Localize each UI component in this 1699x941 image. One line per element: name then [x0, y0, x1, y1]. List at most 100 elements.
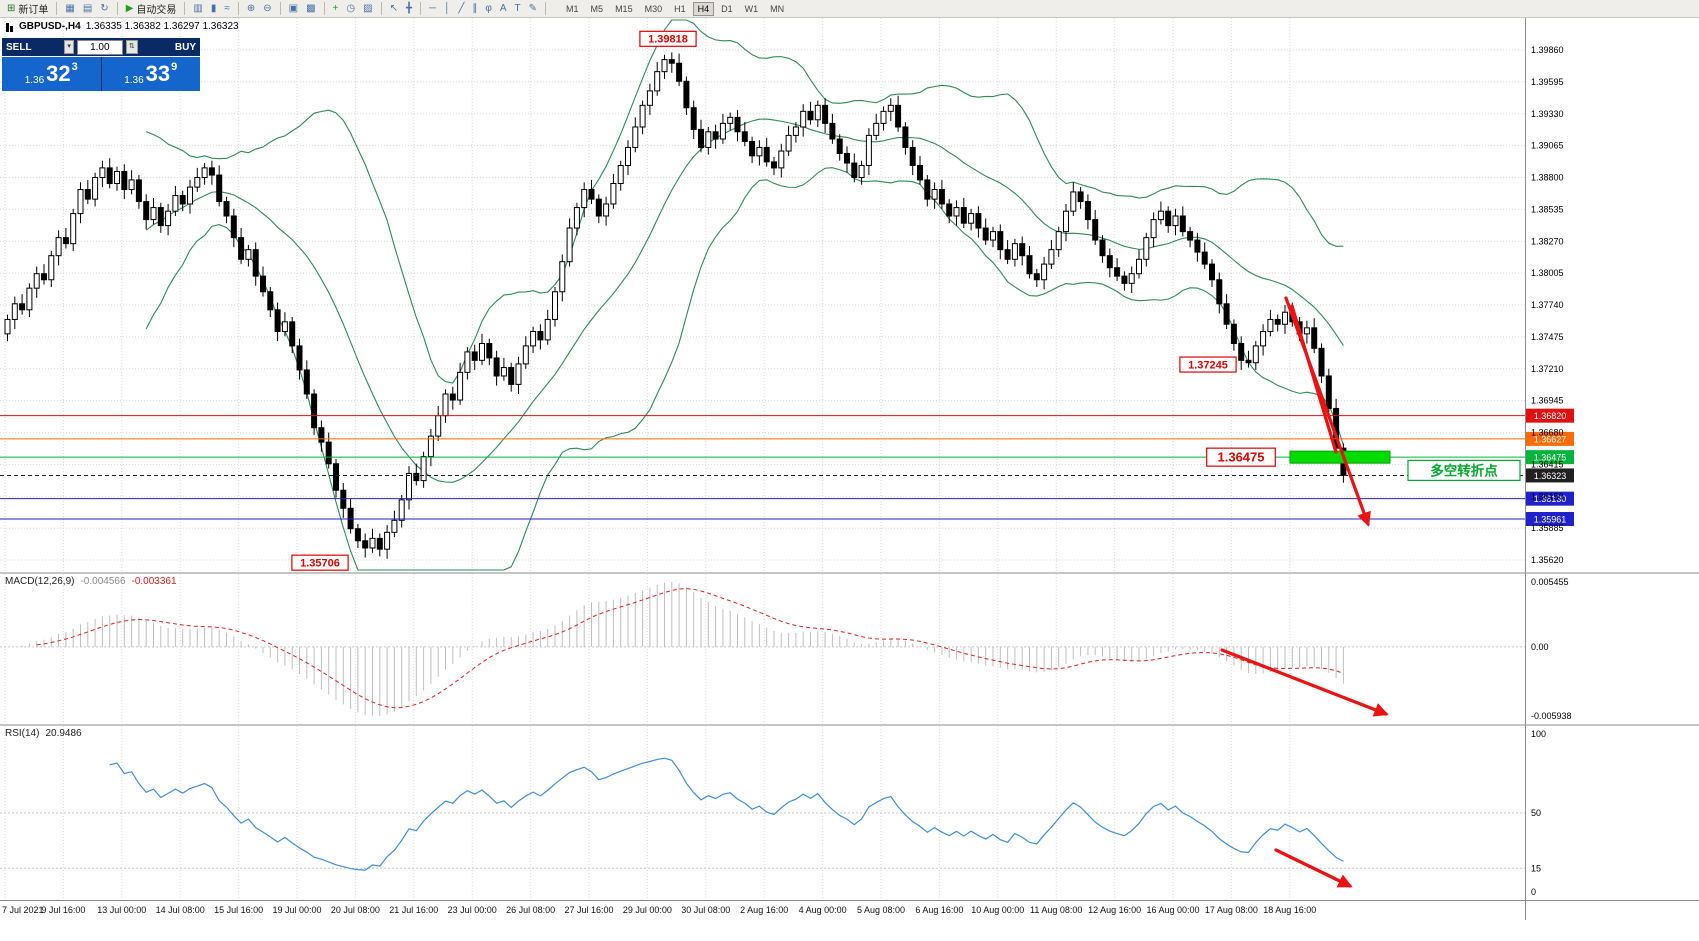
price-tag-text: 1.35961	[1534, 514, 1567, 524]
refresh-icon-glyph: ↻	[100, 2, 109, 14]
macd-title: MACD(12,26,9)	[5, 576, 75, 587]
hline-tool-icon-glyph: ─	[429, 2, 437, 14]
time-axis-label: 18 Aug 16:00	[1263, 905, 1316, 915]
candlestick-chart-icon[interactable]: ▮	[208, 1, 220, 16]
arrow-tool-icon[interactable]: ✎	[526, 1, 540, 16]
sell-button[interactable]: 1.36 32 3	[2, 57, 101, 91]
buy-button[interactable]: 1.36 33 9	[101, 57, 200, 91]
new-order-button[interactable]: ⊞ 新订单	[4, 1, 51, 17]
timeframe-m15[interactable]: M15	[615, 3, 633, 14]
time-axis-label: 19 Jul 00:00	[272, 905, 321, 915]
timeframe-d1[interactable]: D1	[721, 3, 733, 14]
time-axis-label: 17 Aug 08:00	[1205, 905, 1258, 915]
annotation-text: 1.39818	[648, 34, 688, 46]
indicators-icon[interactable]: +	[330, 1, 342, 16]
periods-icon[interactable]: ◷	[343, 1, 358, 16]
fibonacci-tool-icon-glyph: φ	[485, 2, 492, 14]
timeframe-m30[interactable]: M30	[644, 3, 663, 14]
price-tag-text: 1.36627	[1534, 434, 1567, 444]
macd-axis-label: -0.005938	[1531, 711, 1572, 721]
price-tag-1.36627	[1526, 431, 1574, 446]
time-axis-label: 29 Jul 00:00	[623, 905, 672, 915]
price-axis-label: 1.38800	[1531, 173, 1564, 183]
zoom-in-icon[interactable]: ⊕	[244, 1, 258, 16]
profiles-icon[interactable]: ▤	[80, 1, 95, 16]
crosshair-icon[interactable]: ╋	[403, 1, 415, 16]
charts-window-icon-glyph: ▦	[65, 2, 75, 14]
tile-windows-icon[interactable]: ▣	[286, 1, 301, 16]
volume-dropdown[interactable]: ▾	[64, 40, 74, 54]
fibonacci-tool-icon[interactable]: φ	[482, 1, 494, 16]
green-zone-rectangle[interactable]	[1289, 450, 1391, 464]
macd-axis: 0.005455 0.00 -0.005938	[1531, 577, 1572, 721]
price-axis: 1.39860 1.39595 1.39330 1.39065 1.38800 1.385…	[1531, 45, 1564, 565]
profiles-icon-glyph: ▤	[82, 2, 93, 14]
symbol-ohlc-bar: GBPUSD-,H4 1.36335 1.36382 1.36297 1.363…	[6, 21, 239, 32]
line-chart-icon[interactable]: ≈	[221, 1, 233, 16]
charts-window-icon[interactable]: ▦	[62, 1, 77, 16]
autotrading-button[interactable]: ▶ 自动交易	[123, 1, 180, 17]
macd-main-value: -0.004566	[80, 576, 126, 587]
price-axis-label: 1.39595	[1531, 77, 1564, 87]
toolbar: ⊞ 新订单 ▦ ▤ ↻ ▶ 自动交易 ▥ ▮ ≈ ⊕ ⊖ ▣ ▩ + ◷ ▨ ↖ ╋ ─ │ ╱ ∥ φ A T ✎ M1 M5 M15 M…	[0, 0, 1699, 18]
note-box[interactable]	[1407, 459, 1521, 481]
indicators-icon-glyph: +	[332, 2, 339, 14]
candlestick-icon	[6, 22, 14, 32]
price-axis-label: 1.39330	[1531, 109, 1564, 119]
rsi-title: RSI(14)	[5, 728, 40, 739]
price-axis-label: 1.36945	[1531, 396, 1564, 406]
main-down-arrow[interactable]	[1284, 296, 1371, 527]
toolbar-separator	[380, 2, 382, 15]
timeframe-h1[interactable]: H1	[674, 3, 686, 14]
macd-signal-line	[36, 588, 1344, 709]
annotation-box[interactable]	[1179, 356, 1237, 373]
sell-label: SELL	[6, 41, 32, 53]
symbol-ohlc-values: 1.36335 1.36382 1.36297 1.36323	[85, 21, 239, 32]
channel-tool-icon[interactable]: ∥	[469, 1, 480, 16]
timeframe-buttons: M1 M5 M15 M30 H1 H4 D1 W1 MN	[560, 1, 790, 16]
cascade-windows-icon[interactable]: ▩	[303, 1, 318, 16]
zoom-out-icon[interactable]: ⊖	[260, 1, 274, 16]
line-chart-icon-glyph: ≈	[224, 2, 230, 14]
templates-icon-glyph: ▨	[363, 2, 373, 14]
annotation-box[interactable]	[291, 554, 349, 571]
hline-tool-icon[interactable]: ─	[426, 1, 439, 16]
rsi-down-arrow[interactable]	[1274, 848, 1353, 888]
bar-chart-icon[interactable]: ▥	[190, 1, 205, 16]
templates-icon[interactable]: ▨	[360, 1, 375, 16]
price-axis-label: 1.37475	[1531, 332, 1564, 342]
price-axis-label: 1.38270	[1531, 236, 1564, 246]
text-tool-icon[interactable]: A	[497, 1, 510, 16]
toolbar-separator	[116, 2, 118, 15]
vline-tool-icon[interactable]: │	[441, 1, 453, 16]
time-axis-label: 10 Aug 00:00	[971, 905, 1024, 915]
rsi-axis-label: 100	[1531, 729, 1546, 739]
cursor-icon[interactable]: ↖	[387, 1, 401, 16]
macd-down-arrow[interactable]	[1220, 648, 1389, 717]
timeframe-m1[interactable]: M1	[566, 3, 579, 14]
timeframe-m5[interactable]: M5	[590, 3, 604, 14]
volume-input[interactable]	[76, 39, 123, 55]
horizontal-price-lines: 1.36820 1.36627 1.36475 1.36323 1.36130 1.359…	[0, 408, 1574, 526]
cascade-windows-icon-glyph: ▩	[306, 2, 316, 14]
timeframe-mn[interactable]: MN	[770, 3, 785, 14]
annotation-box[interactable]	[639, 30, 697, 47]
annotation-box[interactable]	[1206, 447, 1276, 467]
time-axis-label: 20 Jul 08:00	[331, 905, 380, 915]
timeframe-w1[interactable]: W1	[744, 3, 759, 14]
volume-spinner[interactable]: ⇅	[125, 40, 138, 54]
arrow-tool-icon-glyph: ✎	[528, 2, 538, 14]
timeframe-h4[interactable]: H4	[692, 1, 715, 16]
trendline-tool-icon[interactable]: ╱	[455, 1, 467, 16]
label-tool-icon[interactable]: T	[512, 1, 524, 16]
refresh-icon[interactable]: ↻	[97, 1, 111, 16]
grid	[0, 18, 1525, 900]
price-tag-text: 1.36475	[1534, 453, 1567, 463]
candles-series	[4, 52, 1347, 559]
price-tag-text: 1.36820	[1534, 411, 1567, 421]
macd-signal-value: -0.003361	[131, 576, 177, 587]
time-axis-label: 30 Jul 08:00	[681, 905, 730, 915]
crosshair-icon-glyph: ╋	[405, 2, 412, 14]
